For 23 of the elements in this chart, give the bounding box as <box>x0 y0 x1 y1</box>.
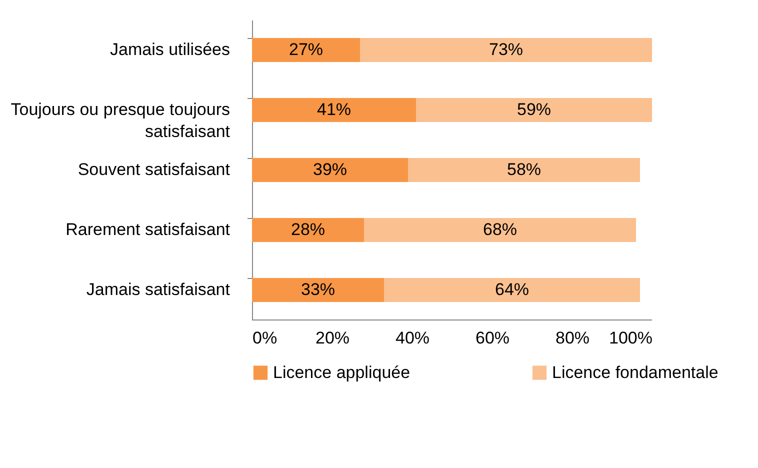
data-label: 58% <box>506 160 542 179</box>
y-tick-label: Souvent satisfaisant <box>78 160 230 179</box>
legend-label: Licence fondamentale <box>552 362 718 382</box>
x-tick-label: 20% <box>315 328 350 348</box>
data-label: 28% <box>290 220 326 239</box>
data-label: 68% <box>482 220 518 239</box>
x-tick-label: 60% <box>475 328 510 348</box>
x-tick-label: 0% <box>252 328 278 348</box>
x-tick-label: 80% <box>555 328 590 348</box>
y-tick-label: Toujours ou presque toujours satisfaisant <box>10 100 230 141</box>
data-label: 33% <box>300 280 336 299</box>
y-tick-label: Rarement satisfaisant <box>66 220 230 239</box>
legend-label: Licence appliquée <box>273 362 410 382</box>
data-label: 27% <box>288 40 324 59</box>
x-tick-label: 40% <box>395 328 430 348</box>
data-label: 73% <box>488 40 524 59</box>
x-tick-label: 100% <box>609 328 652 348</box>
data-label: 64% <box>494 280 530 299</box>
data-label: 39% <box>312 160 348 179</box>
data-label: 41% <box>316 100 352 119</box>
y-tick-label: Jamais utilisées <box>110 40 230 59</box>
data-label: 59% <box>516 100 552 119</box>
y-tick-label: Jamais satisfaisant <box>86 280 230 299</box>
